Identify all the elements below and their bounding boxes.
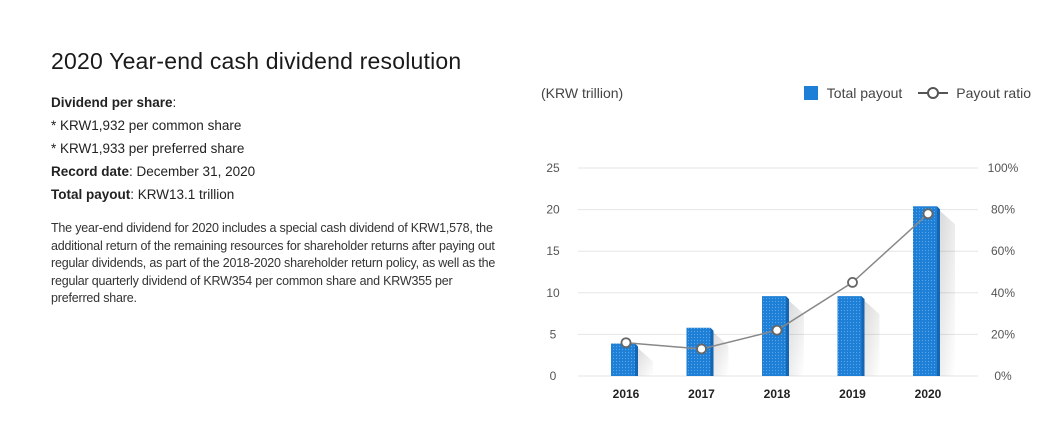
total-payout-row: Total payout: KRW13.1 trillion (51, 183, 501, 206)
record-date-value: : December 31, 2020 (129, 164, 256, 179)
x-category-label: 2016 (613, 387, 640, 401)
bar-side-face (937, 206, 940, 376)
dividend-per-share-row: Dividend per share: (51, 91, 501, 114)
payout-ratio-point (922, 208, 934, 220)
y-left-tick-label: 10 (546, 286, 560, 300)
y-right-tick-label: 60% (991, 244, 1015, 258)
bar-total-payout (837, 296, 862, 376)
x-category-label: 2017 (688, 387, 715, 401)
legend-total-payout: Total payout (826, 85, 903, 101)
payout-ratio-point (620, 337, 632, 349)
y-left-tick-label: 15 (546, 244, 560, 258)
legend-line-swatch-icon (918, 87, 949, 99)
legend-bar-swatch (803, 86, 818, 100)
y-left-tick-label: 20 (546, 203, 560, 217)
y-right-tick-label: 100% (988, 161, 1019, 175)
y-right-tick-label: 40% (991, 286, 1015, 300)
y-right-tick-label: 20% (991, 327, 1015, 341)
bar-side-face (861, 296, 865, 376)
bar-shadow (861, 298, 880, 376)
chart-unit-label: (KRW trillion) (541, 85, 624, 101)
dividend-label: Dividend per share (51, 95, 173, 110)
bar-side-face (710, 327, 714, 376)
bar-total-payout (611, 343, 635, 376)
y-left-tick-label: 5 (550, 327, 557, 341)
bar-shadow (937, 208, 955, 376)
x-category-label: 2020 (915, 387, 942, 401)
y-right-tick-label: 80% (991, 203, 1015, 217)
dividend-details: Dividend per share: * KRW1,932 per commo… (51, 91, 501, 206)
x-category-label: 2018 (764, 387, 791, 401)
y-right-tick-label: 0% (994, 369, 1012, 383)
payout-ratio-point (696, 343, 707, 355)
dividend-description: The year-end dividend for 2020 includes … (51, 221, 496, 305)
y-left-tick-label: 25 (546, 161, 560, 175)
bar-side-face (635, 343, 638, 376)
total-payout-label: Total payout (51, 187, 131, 202)
bar-shadow (786, 298, 804, 376)
bar-total-payout (762, 296, 786, 376)
dividend-colon: : (172, 95, 177, 110)
page-title: 2020 Year-end cash dividend resolution (51, 48, 462, 74)
bar-side-face (786, 296, 789, 376)
chart-legend: Total payout Payout ratio (803, 85, 1031, 101)
record-date-label: Record date (51, 164, 130, 179)
payout-ratio-point (847, 276, 858, 288)
total-payout-value: : KRW13.1 trillion (130, 187, 235, 202)
x-category-label: 2019 (839, 387, 866, 401)
record-date-row: Record date: December 31, 2020 (51, 160, 501, 183)
preferred-share-line: * KRW1,933 per preferred share (51, 141, 245, 156)
dividend-info-panel: 2020 Year-end cash dividend resolution D… (51, 48, 501, 308)
legend-payout-ratio: Payout ratio (956, 85, 1031, 101)
bar-shadow (710, 329, 729, 376)
payout-ratio-point (771, 324, 783, 336)
common-share-line: * KRW1,932 per common share (51, 118, 242, 133)
y-left-tick-label: 0 (550, 369, 557, 383)
bar-shadow (635, 345, 653, 376)
bar-total-payout (913, 206, 937, 376)
